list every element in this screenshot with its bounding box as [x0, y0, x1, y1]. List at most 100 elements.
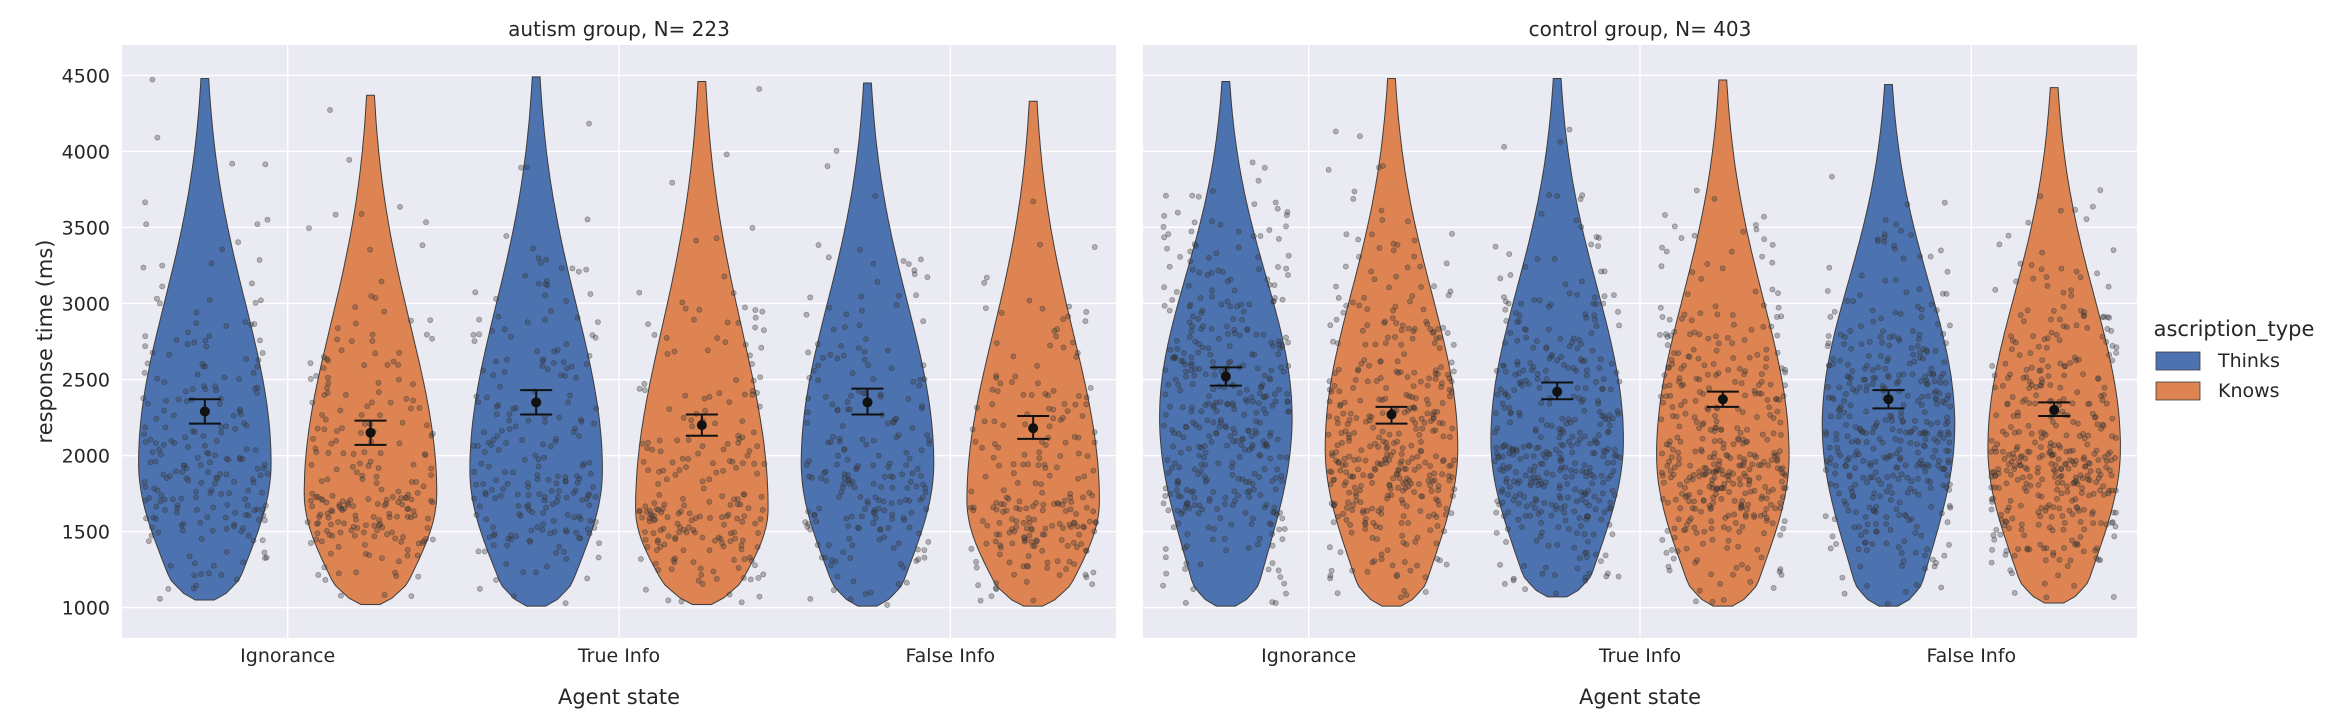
data-point	[254, 506, 261, 513]
data-point	[1335, 340, 1341, 347]
data-point	[1572, 486, 1579, 493]
data-point	[1692, 559, 1699, 566]
data-point	[1440, 457, 1447, 463]
data-point	[2005, 232, 2012, 239]
data-point	[1285, 408, 1292, 415]
data-point	[490, 542, 497, 548]
data-point	[1539, 529, 1545, 536]
data-point	[805, 349, 811, 356]
data-point	[2044, 344, 2050, 351]
data-point	[1222, 423, 1229, 429]
data-point	[2057, 473, 2064, 480]
data-point	[573, 529, 579, 536]
data-point	[664, 350, 671, 357]
data-point	[1353, 497, 1360, 504]
data-point	[1393, 471, 1400, 478]
data-point	[1871, 424, 1877, 431]
data-point	[552, 438, 559, 445]
data-point	[1409, 416, 1416, 423]
data-point	[1596, 408, 1603, 415]
data-point	[375, 379, 382, 386]
data-point	[698, 571, 705, 578]
data-point	[811, 512, 818, 519]
data-point	[1944, 472, 1951, 479]
data-point	[991, 418, 998, 425]
data-point	[1746, 466, 1753, 473]
data-point	[1686, 491, 1693, 498]
data-point	[1847, 327, 1853, 334]
data-point	[1174, 209, 1181, 216]
data-point	[1709, 477, 1716, 483]
data-point	[900, 258, 907, 264]
data-point	[1192, 338, 1198, 345]
data-point	[1083, 547, 1089, 554]
data-point	[1694, 557, 1700, 563]
data-point	[1333, 316, 1340, 323]
data-point	[1233, 437, 1240, 444]
data-point	[2011, 552, 2018, 559]
data-point	[677, 508, 684, 515]
data-point	[1068, 498, 1075, 505]
data-point	[2013, 278, 2019, 285]
data-point	[1516, 318, 1522, 325]
data-point	[1271, 504, 1278, 511]
data-point	[1440, 324, 1447, 331]
data-point	[313, 372, 320, 379]
data-point	[1908, 232, 1914, 238]
data-point	[1509, 448, 1515, 454]
data-point	[1264, 443, 1270, 450]
data-point	[1493, 367, 1500, 374]
data-point	[688, 517, 695, 524]
data-point	[1900, 255, 1907, 262]
data-point	[672, 534, 679, 541]
data-point	[1736, 462, 1743, 469]
data-point	[1918, 314, 1925, 320]
data-point	[1747, 488, 1754, 495]
data-point	[154, 134, 161, 141]
data-point	[1399, 322, 1406, 329]
data-point	[173, 509, 180, 516]
data-point	[1279, 296, 1286, 303]
data-point	[1751, 514, 1758, 520]
data-point	[1506, 404, 1513, 411]
data-point	[1079, 413, 1086, 419]
data-point	[1666, 382, 1673, 389]
data-point	[1779, 478, 1785, 485]
data-point	[1444, 330, 1451, 336]
data-point	[737, 501, 744, 508]
data-point	[353, 469, 360, 475]
data-point	[679, 455, 686, 462]
data-point	[475, 548, 482, 555]
data-point	[749, 387, 756, 394]
data-point	[1160, 500, 1167, 507]
data-point	[1450, 368, 1457, 375]
data-point	[1025, 563, 1031, 570]
data-point	[1386, 431, 1393, 438]
data-point	[208, 487, 215, 494]
data-point	[853, 464, 860, 471]
data-point	[156, 595, 163, 602]
data-point	[1166, 263, 1173, 270]
data-point	[1896, 428, 1903, 434]
data-point	[1846, 472, 1853, 478]
data-point	[1706, 385, 1712, 392]
data-point	[1412, 539, 1419, 545]
data-point	[759, 308, 766, 315]
data-point	[1502, 581, 1508, 587]
data-point	[1600, 300, 1607, 307]
data-point	[1245, 428, 1252, 434]
data-point	[524, 319, 531, 326]
data-point	[915, 546, 921, 553]
data-point	[2045, 373, 2052, 379]
data-point	[1188, 354, 1195, 361]
data-point	[1047, 342, 1053, 349]
data-point	[1569, 449, 1576, 456]
data-point	[836, 493, 842, 500]
data-point	[1658, 263, 1665, 270]
data-point	[1582, 311, 1589, 318]
data-point	[2063, 432, 2070, 439]
data-point	[1889, 426, 1896, 433]
data-point	[314, 425, 321, 432]
data-point	[885, 420, 891, 427]
data-point	[1240, 308, 1247, 315]
